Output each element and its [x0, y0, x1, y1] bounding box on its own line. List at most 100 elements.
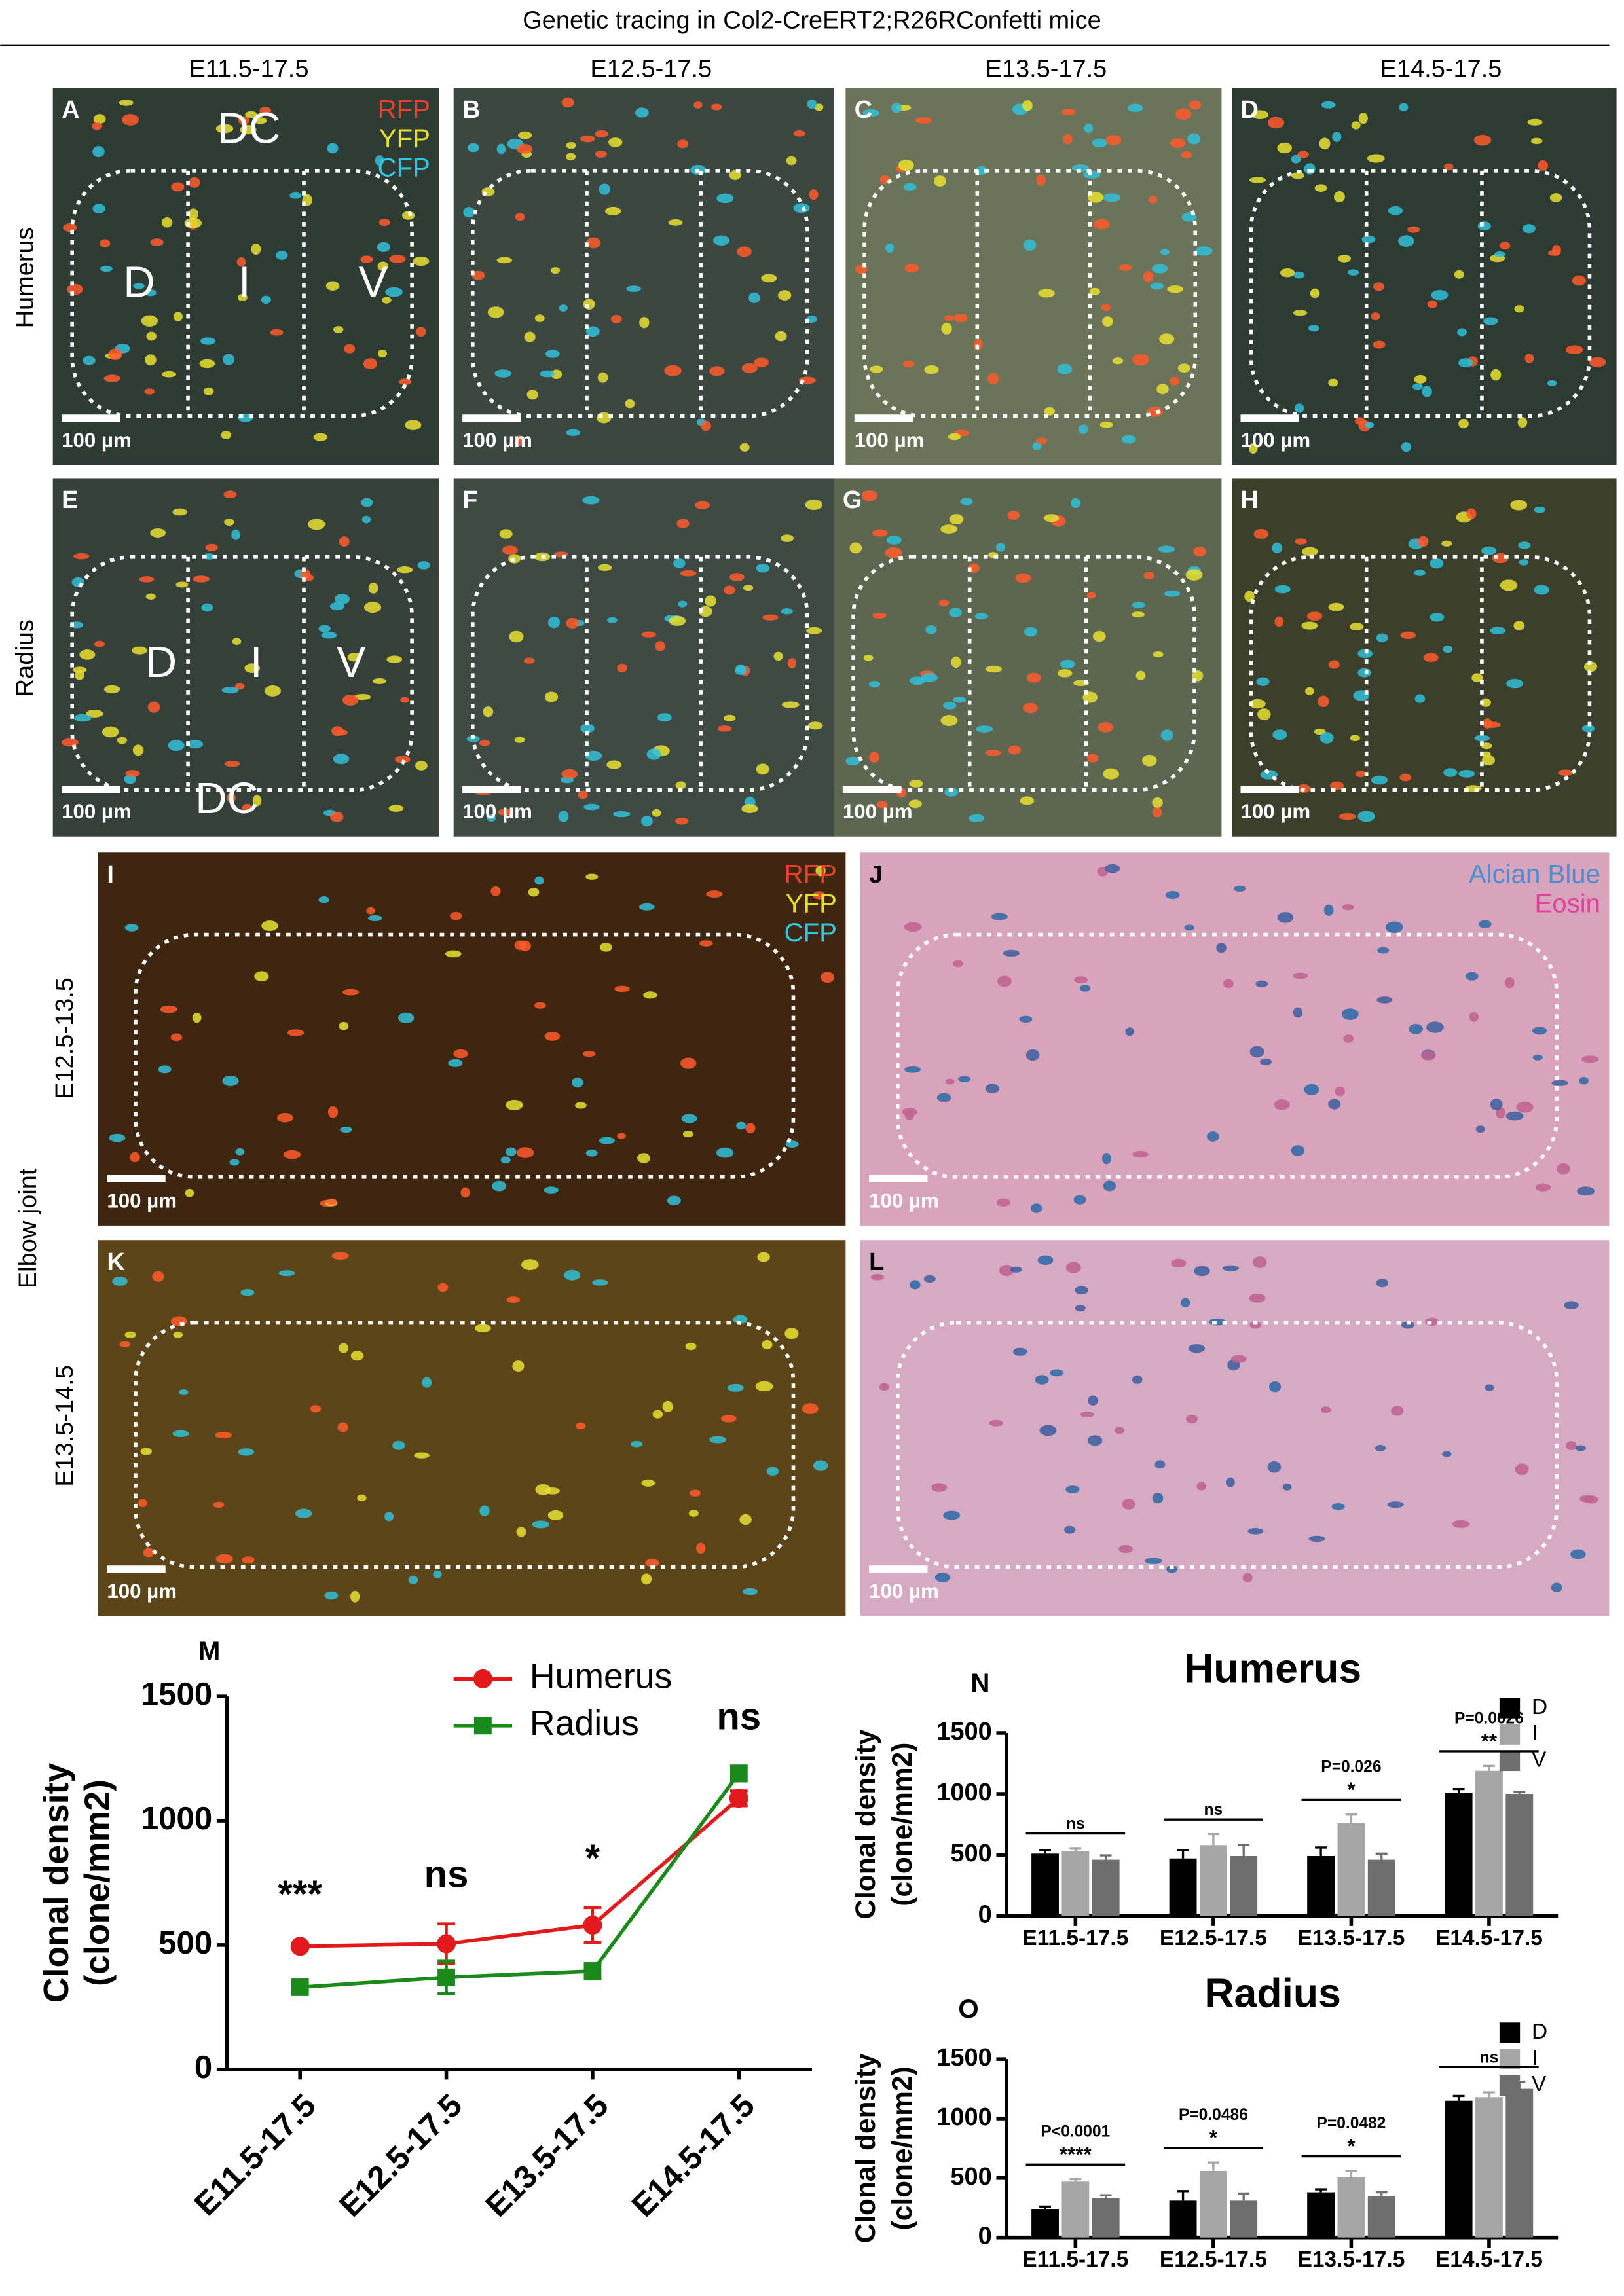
cell [729, 573, 745, 581]
cell [417, 560, 430, 570]
cell [321, 632, 337, 639]
cell [92, 122, 103, 130]
cell [185, 1188, 194, 1197]
cell [1318, 695, 1329, 708]
cell [997, 975, 1012, 987]
cell [1377, 947, 1390, 954]
legend-swatch [1499, 1724, 1521, 1745]
cell [1319, 137, 1331, 150]
panel-label: E [62, 486, 78, 514]
cell [669, 615, 686, 626]
region-label: DC [217, 104, 281, 153]
cell [863, 654, 874, 661]
cell [1391, 1406, 1404, 1416]
cell [500, 1156, 511, 1164]
cell [83, 355, 96, 365]
cell [924, 365, 939, 374]
cell [595, 150, 607, 158]
cell [756, 763, 769, 775]
cell [784, 1328, 799, 1339]
cell [1564, 1301, 1579, 1309]
cell [1071, 164, 1090, 172]
cell [1465, 972, 1479, 981]
cell [205, 543, 218, 551]
cell [1118, 264, 1132, 271]
cell [1152, 797, 1163, 808]
cell [526, 390, 538, 400]
cell [235, 1148, 245, 1156]
cell [72, 666, 87, 673]
scale-bar-label: 100 µm [855, 429, 925, 452]
cell [1572, 275, 1586, 286]
cell [1153, 651, 1164, 658]
cell [73, 553, 90, 560]
cell [1177, 363, 1190, 373]
cell [1398, 235, 1414, 247]
scale-bar-label: 100 µm [62, 800, 132, 823]
legend-swatch [1499, 2075, 1521, 2096]
significance: ns [1204, 1801, 1223, 1819]
cell [215, 1554, 233, 1564]
cell [1044, 407, 1056, 416]
cell [1291, 155, 1301, 164]
cell [985, 750, 1001, 756]
cell [662, 1400, 673, 1412]
cell [904, 263, 919, 273]
point [729, 1764, 748, 1783]
cell [1154, 1460, 1166, 1469]
cell [1321, 101, 1336, 109]
cell [945, 1078, 955, 1085]
cell [743, 1588, 758, 1595]
cell [710, 103, 722, 111]
panel-label: O [958, 1994, 978, 2024]
cell [318, 896, 329, 903]
cell [909, 676, 926, 685]
cell [953, 314, 968, 323]
x-tick-label: E13.5-17.5 [1297, 2248, 1405, 2272]
point [437, 1934, 456, 1954]
cell [433, 1570, 442, 1578]
cell [119, 99, 134, 106]
cell [709, 366, 725, 376]
cell [1314, 184, 1327, 192]
cell [1280, 268, 1295, 278]
cell [902, 1108, 917, 1116]
bar [1337, 2176, 1365, 2238]
cell [327, 143, 339, 154]
panel-label: H [1240, 486, 1258, 514]
cell [229, 1159, 240, 1166]
cell [724, 585, 735, 595]
cell [133, 283, 145, 289]
cell [755, 1381, 773, 1392]
cell [1075, 1286, 1088, 1294]
cell [1534, 506, 1546, 513]
cell [168, 740, 185, 751]
cell [1242, 1573, 1253, 1582]
cell [1099, 421, 1113, 428]
cell [498, 809, 513, 816]
cell [544, 1031, 561, 1041]
cell [1532, 1054, 1543, 1061]
cell [1583, 661, 1598, 672]
cell [160, 1005, 178, 1013]
cell [264, 685, 282, 697]
cell [1132, 611, 1145, 618]
cell [112, 1276, 128, 1286]
cell [635, 107, 649, 118]
cell [989, 1419, 1003, 1427]
cell [1466, 508, 1477, 519]
tissue-outline [70, 169, 414, 418]
cell [724, 714, 736, 721]
cell [741, 363, 758, 373]
cell [682, 1131, 694, 1138]
cell [1320, 732, 1334, 744]
bar [1230, 2200, 1258, 2238]
cell [331, 1252, 349, 1260]
cell [1333, 191, 1345, 203]
cell [1291, 1145, 1305, 1156]
cell [1527, 118, 1543, 126]
cell [1295, 538, 1307, 545]
cell [1430, 558, 1444, 569]
bar [1475, 2097, 1503, 2238]
cell [145, 593, 156, 600]
